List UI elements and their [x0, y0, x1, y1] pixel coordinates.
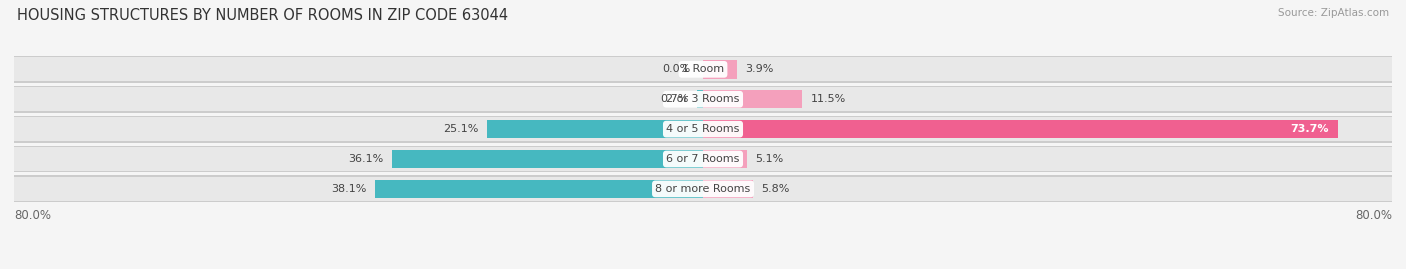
Bar [14, 87, 1392, 111]
Bar [703, 150, 747, 168]
Text: 36.1%: 36.1% [349, 154, 384, 164]
Bar [703, 180, 754, 198]
Text: 2 or 3 Rooms: 2 or 3 Rooms [666, 94, 740, 104]
Text: 0.0%: 0.0% [662, 64, 690, 74]
Bar [14, 86, 1392, 113]
Bar [14, 56, 1392, 83]
Bar [703, 120, 1337, 138]
Bar [703, 60, 737, 79]
Text: 4 or 5 Rooms: 4 or 5 Rooms [666, 124, 740, 134]
Text: HOUSING STRUCTURES BY NUMBER OF ROOMS IN ZIP CODE 63044: HOUSING STRUCTURES BY NUMBER OF ROOMS IN… [17, 8, 508, 23]
Text: 6 or 7 Rooms: 6 or 7 Rooms [666, 154, 740, 164]
Bar [703, 90, 801, 108]
Text: 1 Room: 1 Room [682, 64, 724, 74]
Text: 25.1%: 25.1% [443, 124, 478, 134]
Bar [697, 90, 703, 108]
Text: 80.0%: 80.0% [14, 209, 51, 222]
Text: 5.8%: 5.8% [762, 184, 790, 194]
Bar [14, 177, 1392, 201]
Bar [14, 175, 1392, 202]
Bar [392, 150, 703, 168]
Bar [14, 57, 1392, 81]
Text: 8 or more Rooms: 8 or more Rooms [655, 184, 751, 194]
Text: Source: ZipAtlas.com: Source: ZipAtlas.com [1278, 8, 1389, 18]
Bar [14, 116, 1392, 143]
Bar [14, 117, 1392, 141]
Text: 0.7%: 0.7% [659, 94, 689, 104]
Text: 80.0%: 80.0% [1355, 209, 1392, 222]
Text: 73.7%: 73.7% [1291, 124, 1329, 134]
Bar [486, 120, 703, 138]
Text: 38.1%: 38.1% [330, 184, 367, 194]
Text: 5.1%: 5.1% [755, 154, 783, 164]
Legend: Owner-occupied, Renter-occupied: Owner-occupied, Renter-occupied [576, 266, 830, 269]
Bar [375, 180, 703, 198]
Text: 3.9%: 3.9% [745, 64, 773, 74]
Bar [14, 146, 1392, 172]
Text: 11.5%: 11.5% [811, 94, 846, 104]
Bar [14, 147, 1392, 171]
